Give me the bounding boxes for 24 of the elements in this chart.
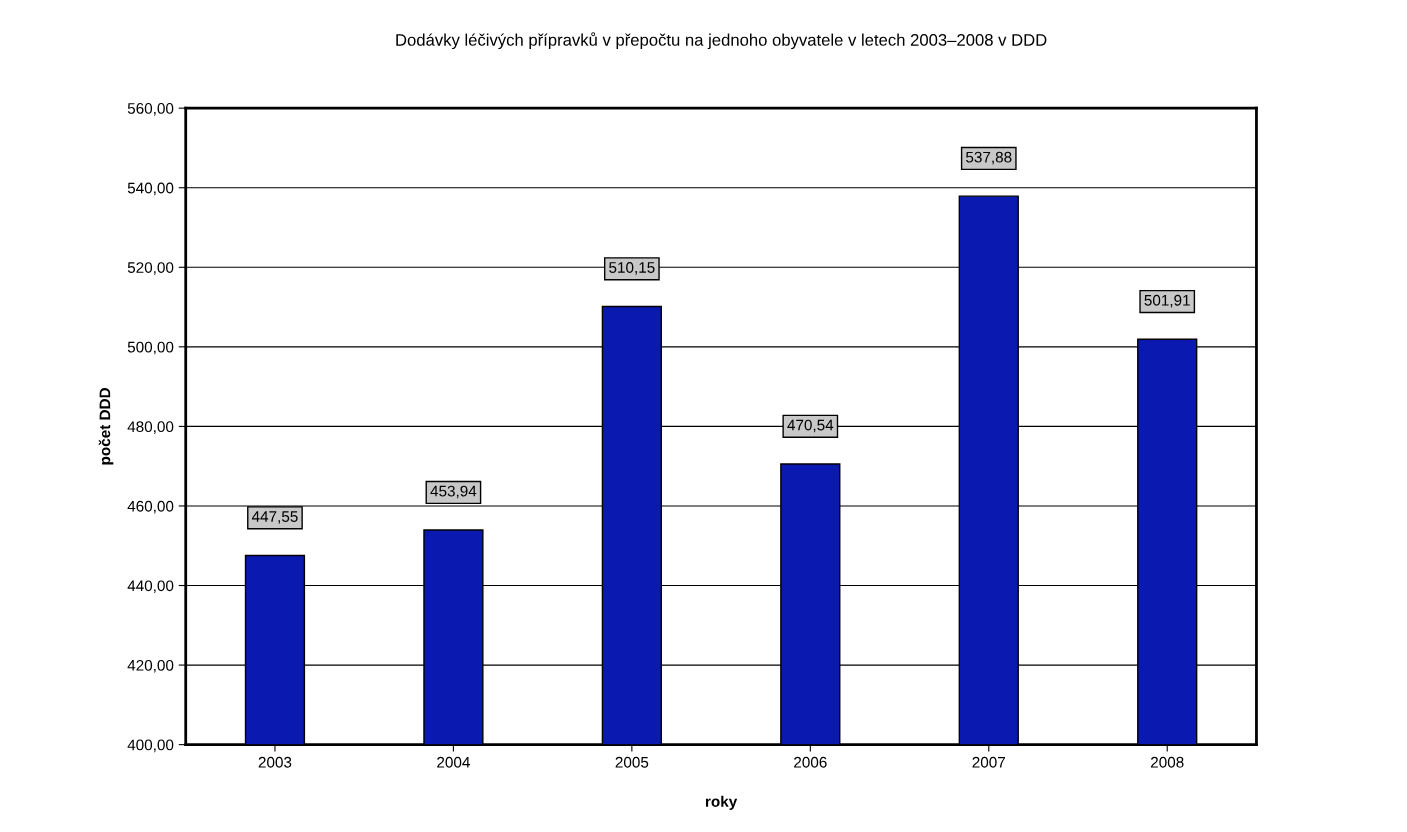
y-tick-label: 520,00 bbox=[127, 262, 174, 275]
x-tick-label: 2008 bbox=[1151, 756, 1184, 768]
data-label: 453,94 bbox=[430, 485, 477, 499]
chart-title: Dodávky léčivých přípravků v přepočtu na jednoho obyvatele v letech 2003–2008 v DDD bbox=[396, 32, 1047, 50]
x-tick-label: 2005 bbox=[615, 756, 649, 768]
y-tick-label: 400,00 bbox=[127, 739, 174, 753]
x-tick-label: 2007 bbox=[972, 756, 1005, 768]
y-tick-label: 460,00 bbox=[127, 500, 174, 514]
data-label: 510,15 bbox=[609, 262, 655, 275]
data-label: 501,91 bbox=[1144, 294, 1190, 308]
y-tick-label: 540,00 bbox=[127, 182, 174, 196]
y-tick-label: 480,00 bbox=[127, 421, 174, 434]
data-label: 470,54 bbox=[787, 419, 834, 433]
y-tick-label: 560,00 bbox=[127, 103, 174, 116]
x-axis-title: roky bbox=[705, 795, 738, 810]
y-tick-label: 420,00 bbox=[127, 659, 174, 673]
x-tick-label: 2003 bbox=[258, 756, 292, 768]
y-tick-label: 500,00 bbox=[127, 341, 174, 355]
x-tick-label: 2004 bbox=[437, 756, 470, 768]
y-tick-label: 440,00 bbox=[127, 580, 174, 594]
data-label: 537,88 bbox=[966, 151, 1012, 165]
x-tick-label: 2006 bbox=[794, 756, 827, 768]
data-label: 447,55 bbox=[251, 511, 298, 524]
y-axis-title: počet DDD bbox=[98, 388, 114, 465]
